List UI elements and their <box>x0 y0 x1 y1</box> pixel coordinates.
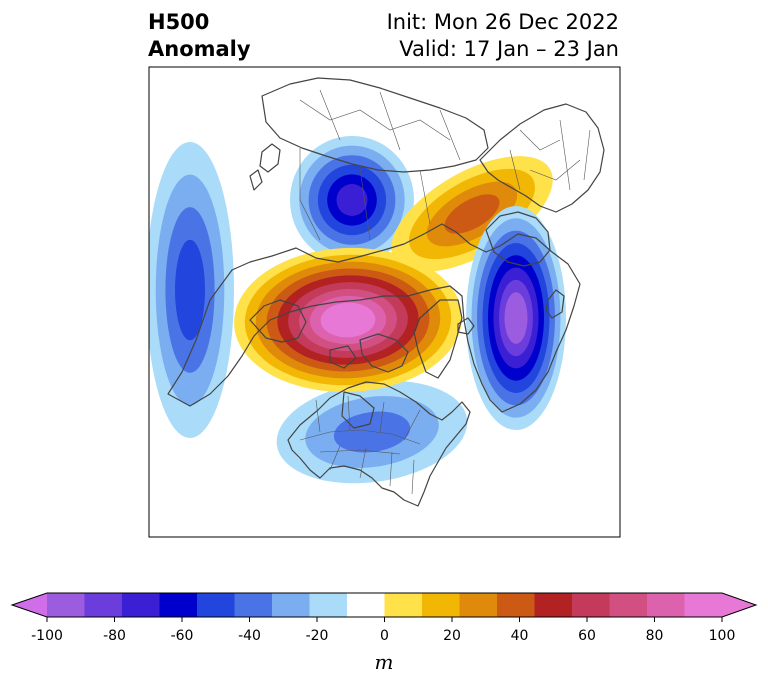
coast-japan <box>249 143 281 191</box>
colorbar-swatch <box>422 593 460 617</box>
coast-alaska <box>249 299 307 343</box>
colorbar-swatch <box>459 593 498 617</box>
coast-greenland <box>413 299 463 379</box>
colorbar-unit-label: m <box>375 650 394 674</box>
colorbar-ticks: -100 -80 -60 -40 -20 0 20 40 60 80 100 <box>31 617 735 644</box>
border-russia <box>299 148 431 241</box>
coast-uk <box>545 289 565 319</box>
coast-scandinavia <box>485 211 551 267</box>
init-date: Init: Mon 26 Dec 2022 <box>386 10 619 34</box>
colorbar-tick-label: 40 <box>511 628 529 644</box>
colorbar-swatch <box>84 593 123 617</box>
colorbar-swatch <box>272 593 310 617</box>
map-title: H500 Anomaly <box>148 9 251 63</box>
colorbar-outline <box>10 592 758 618</box>
colorbar-swatch <box>384 593 423 617</box>
colorbar-swatch <box>309 593 348 617</box>
contour-namerica-low <box>333 411 411 453</box>
colorbar-swatch <box>497 593 535 617</box>
border-europe <box>509 119 591 191</box>
border-asia <box>299 89 461 161</box>
colorbar-swatch <box>572 593 610 617</box>
country-borders <box>299 89 591 495</box>
colorbar-swatch <box>347 593 385 617</box>
anomaly-map <box>148 66 621 538</box>
valid-range: Valid: 17 Jan – 23 Jan <box>399 37 619 61</box>
coast-iceland <box>457 317 475 335</box>
contour-atlantic-low <box>504 292 528 344</box>
colorbar-under-arrow <box>12 593 47 617</box>
run-info: Init: Mon 26 Dec 2022 Valid: 17 Jan – 23… <box>387 9 619 63</box>
colorbar-swatch <box>534 593 573 617</box>
border-canada-provinces <box>315 395 421 441</box>
colorbar-swatches <box>10 592 758 618</box>
colorbar-tick-label: 100 <box>709 628 736 644</box>
colorbar-swatch <box>122 593 160 617</box>
colorbar-swatch <box>47 593 85 617</box>
colorbar-swatch <box>197 593 235 617</box>
coast-asia-north <box>261 77 489 173</box>
colorbar-swatch <box>159 593 198 617</box>
contour-europe-high <box>444 194 500 234</box>
border-us-states <box>319 445 415 495</box>
colorbar-over-arrow <box>722 593 756 617</box>
colorbar-swatch <box>609 593 648 617</box>
contour-siberia-low <box>336 184 368 216</box>
colorbar-tick-label: 0 <box>380 628 389 644</box>
coast-hudson-bay <box>341 391 375 429</box>
colorbar-tick-label: -60 <box>171 628 194 644</box>
colorbar-swatch <box>647 593 685 617</box>
colorbar-swatch <box>684 593 723 617</box>
coast-eurasia <box>167 223 581 413</box>
colorbar-tick-label: 20 <box>443 628 461 644</box>
title-line-2: Anomaly <box>148 37 251 61</box>
coast-europe <box>479 103 605 213</box>
map-frame <box>148 66 621 538</box>
coastlines <box>167 77 605 507</box>
anomaly-contours <box>149 136 566 484</box>
colorbar-tick-label: 80 <box>646 628 664 644</box>
coast-north-america <box>287 381 471 507</box>
colorbar-tick-label: -100 <box>31 628 63 644</box>
colorbar-tick-label: -20 <box>306 628 329 644</box>
border-us-canada <box>299 429 421 445</box>
title-line-1: H500 <box>148 10 210 34</box>
contour-arctic-high <box>320 302 376 338</box>
colorbar-tick-label: -40 <box>238 628 261 644</box>
colorbar-swatch <box>234 593 273 617</box>
coast-canadian-archipelago <box>329 333 409 373</box>
colorbar-tick-label: -80 <box>103 628 126 644</box>
contour-pacific-low <box>175 239 205 341</box>
colorbar-tick-label: 60 <box>578 628 596 644</box>
